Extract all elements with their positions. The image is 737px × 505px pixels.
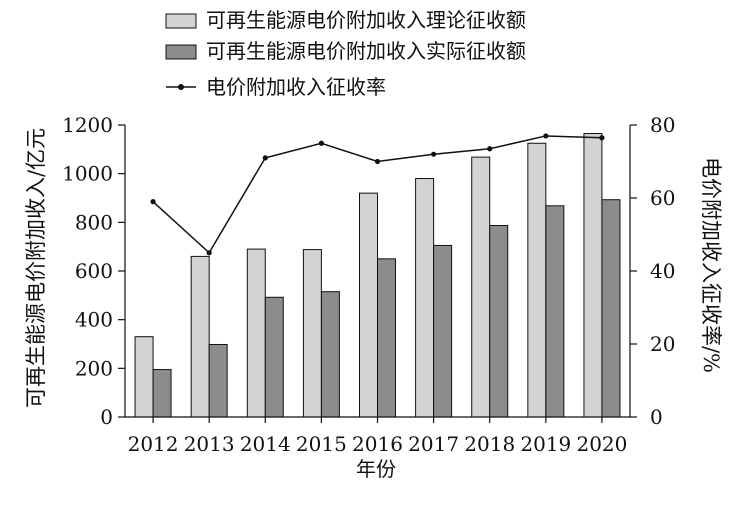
x-tick-label-2015: 2015 — [296, 432, 347, 456]
rate-point-2014 — [262, 155, 268, 161]
bar-actual-2019 — [545, 205, 565, 418]
rate-point-2017 — [431, 151, 437, 157]
rate-point-2016 — [374, 158, 381, 165]
y-tick-label-400: 400 — [75, 308, 113, 332]
x-tick-label-2020: 2020 — [576, 432, 627, 456]
rate-point-2020 — [599, 135, 605, 141]
bar-actual-2014 — [264, 296, 284, 418]
y-tick-label-1000: 1000 — [62, 162, 113, 186]
legend-label-theoretical: 可再生能源电价附加收入理论征收额 — [206, 8, 526, 32]
x-tick-label-2017: 2017 — [408, 432, 459, 456]
bar-theoretical-2016 — [359, 192, 378, 418]
legend-marker-rate — [178, 84, 184, 90]
bar-theoretical-2017 — [415, 178, 435, 418]
x-tick-label-2016: 2016 — [352, 432, 403, 456]
legend-swatch-theoretical — [165, 13, 197, 29]
rate-line-layer — [150, 133, 605, 256]
y2-tick-label-40: 40 — [650, 259, 675, 283]
rate-point-2012 — [150, 199, 156, 205]
x-tick-label-2019: 2019 — [520, 432, 571, 456]
bar-theoretical-2020 — [583, 133, 603, 418]
y2-tick-label-0: 0 — [650, 405, 663, 429]
legend-label-actual: 可再生能源电价附加收入实际征收额 — [206, 39, 526, 63]
bar-theoretical-2013 — [190, 255, 210, 418]
x-tick-label-2012: 2012 — [128, 432, 179, 456]
bar-theoretical-2018 — [471, 156, 491, 418]
x-tick-label-2014: 2014 — [240, 432, 291, 456]
bar-theoretical-2015 — [302, 249, 322, 418]
rate-point-2013 — [206, 250, 212, 256]
rate-point-2019 — [543, 133, 549, 139]
y-tick-label-800: 800 — [75, 210, 113, 234]
bar-layer — [134, 133, 621, 418]
bar-actual-2016 — [377, 258, 396, 418]
y2-tick-label-80: 80 — [650, 113, 675, 137]
bar-actual-2018 — [489, 224, 509, 418]
y-tick-label-0: 0 — [100, 405, 113, 429]
legend: 可再生能源电价附加收入理论征收额 可再生能源电价附加收入实际征收额 电价附加收入… — [165, 8, 526, 99]
bar-actual-2013 — [208, 343, 228, 418]
bar-theoretical-2012 — [134, 336, 154, 418]
y-tick-label-1200: 1200 — [62, 113, 113, 137]
x-tick-label-2013: 2013 — [184, 432, 235, 456]
y2-tick-label-20: 20 — [650, 332, 675, 356]
rate-point-2015 — [318, 140, 324, 146]
y-axis-label: 可再生能源电价附加收入/亿元 — [24, 128, 48, 408]
legend-swatch-actual — [165, 44, 197, 60]
y2-tick-label-60: 60 — [650, 186, 675, 210]
y2-axis-label: 电价附加收入征收率/% — [699, 157, 723, 373]
x-tick-label-2018: 2018 — [464, 432, 515, 456]
y-tick-label-200: 200 — [75, 356, 113, 380]
bar-theoretical-2019 — [527, 142, 547, 418]
bar-actual-2015 — [320, 291, 340, 418]
bar-actual-2012 — [152, 369, 172, 418]
x-axis-label: 年份 — [356, 457, 396, 481]
legend-label-rate: 电价附加收入征收率 — [206, 75, 386, 99]
bar-theoretical-2014 — [246, 248, 266, 418]
bar-actual-2017 — [433, 244, 453, 418]
rate-point-2018 — [487, 146, 493, 152]
y-tick-label-600: 600 — [75, 259, 113, 283]
bar-actual-2020 — [601, 199, 621, 418]
